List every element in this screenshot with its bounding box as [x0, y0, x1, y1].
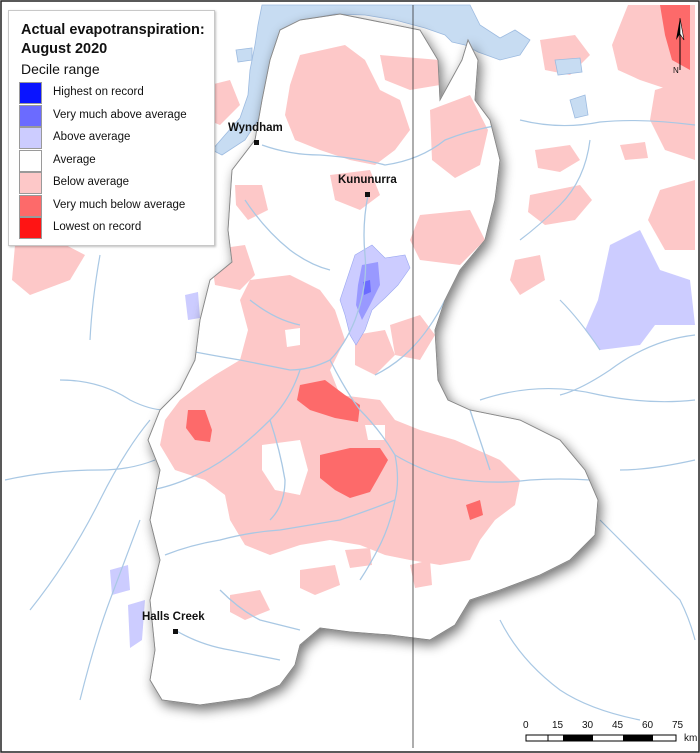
scale-tick-15: 15	[552, 720, 564, 731]
legend-swatch	[19, 82, 42, 104]
town-label-wyndham: Wyndham	[228, 122, 283, 134]
legend-title-line1: Actual evapotranspiration:	[21, 22, 205, 38]
scale-unit: km	[684, 733, 698, 744]
legend-label: Very much above average	[53, 108, 187, 121]
legend-label: Lowest on record	[53, 221, 142, 233]
scale-tick-45: 45	[612, 720, 624, 731]
legend-swatch	[19, 172, 42, 194]
scale-tick-30: 30	[582, 720, 594, 731]
legend-swatch	[19, 127, 42, 149]
legend-panel: Actual evapotranspiration: August 2020 D…	[8, 10, 215, 246]
town-marker-halls-creek	[173, 629, 178, 634]
town-marker-wyndham	[254, 140, 259, 145]
legend-title: Actual evapotranspiration: August 2020	[21, 21, 205, 59]
town-marker-kununurra	[365, 192, 370, 197]
scale-bar	[525, 734, 677, 742]
scale-tick-0: 0	[523, 720, 529, 731]
legend-label: Average	[53, 153, 96, 166]
north-arrow	[676, 17, 685, 70]
scale-tick-75: 75	[672, 720, 684, 731]
legend-label: Above average	[53, 131, 131, 143]
legend-subtitle: Decile range	[21, 61, 100, 77]
legend-label: Very much below average	[53, 198, 186, 211]
catchment-outline	[147, 13, 599, 706]
regional-rivers	[4, 119, 696, 721]
town-label-kununurra: Kununurra	[338, 174, 397, 186]
scale-tick-60: 60	[642, 720, 654, 731]
legend-swatch	[19, 104, 42, 127]
legend-swatch	[19, 149, 42, 172]
town-label-halls-creek: Halls Creek	[142, 611, 205, 623]
basin-anomaly-patches	[160, 45, 520, 620]
legend-label: Highest on record	[53, 86, 144, 98]
legend-swatch	[19, 217, 42, 239]
legend-title-line2: August 2020	[21, 41, 108, 57]
north-letter: N	[673, 66, 679, 75]
legend-label: Below average	[53, 176, 130, 188]
basin-rivers	[149, 124, 591, 661]
legend-swatch	[19, 194, 42, 217]
